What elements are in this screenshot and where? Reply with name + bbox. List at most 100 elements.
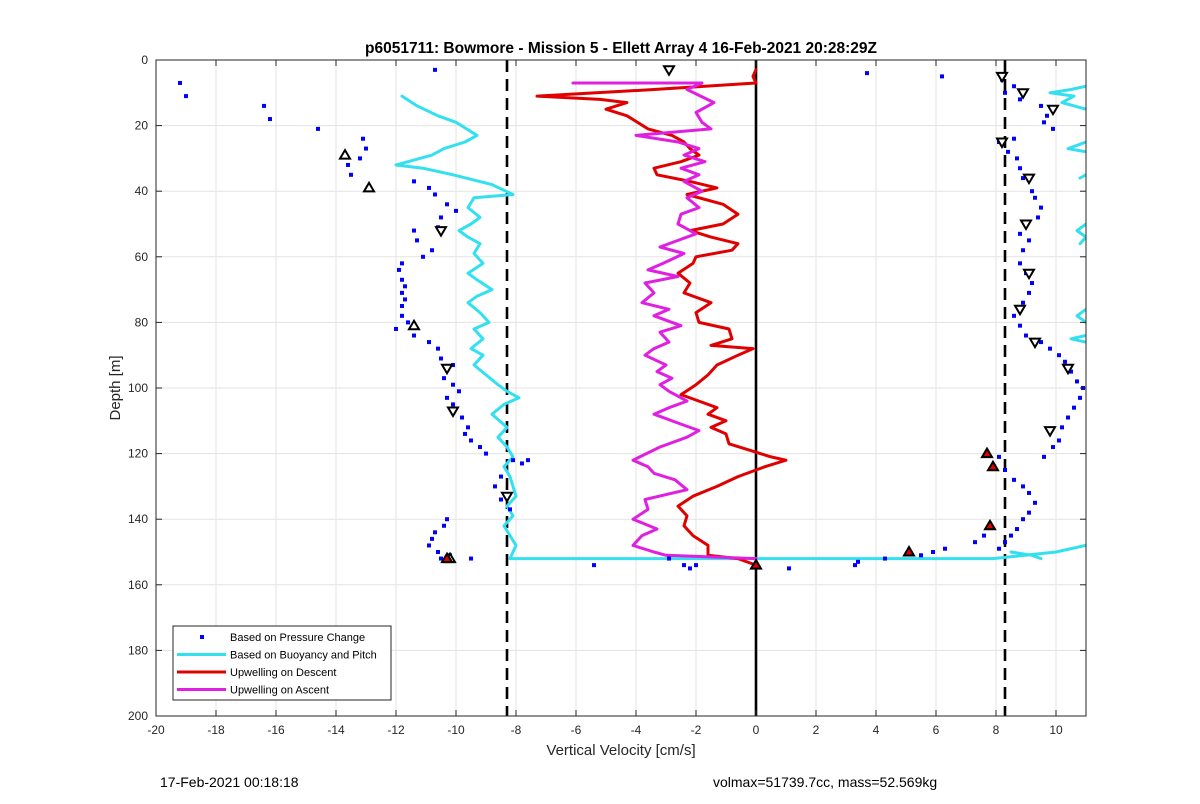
pressure-change-point (427, 185, 431, 190)
triangle-marker (1019, 219, 1033, 231)
pressure-change-point (1027, 490, 1031, 495)
triangle-marker (407, 318, 421, 331)
triangle-marker (995, 137, 1009, 149)
y-tick-label: 200 (128, 709, 148, 723)
pressure-change-point (406, 320, 410, 325)
pressure-change-point (1003, 540, 1007, 545)
chart-title: p6051711: Bowmore - Mission 5 - Ellett A… (365, 40, 878, 57)
pressure-change-point (511, 458, 515, 463)
pressure-change-point (1069, 369, 1073, 374)
x-axis-label: Vertical Velocity [cm/s] (546, 742, 695, 759)
pressure-change-point (463, 431, 467, 436)
pressure-change-point (1072, 405, 1076, 410)
pressure-change-point (982, 533, 986, 538)
pressure-change-point (445, 517, 449, 522)
series-line (1075, 307, 1086, 324)
pressure-change-point (427, 543, 431, 548)
y-tick-label: 140 (128, 512, 148, 526)
pressure-change-point (262, 103, 266, 108)
pressure-change-point (454, 208, 458, 213)
triangle-marker (749, 558, 763, 570)
x-tick-label: 8 (993, 723, 1000, 737)
pressure-change-point (682, 563, 686, 568)
x-tick-label: -16 (267, 723, 285, 737)
pressure-change-point (1033, 500, 1037, 505)
pressure-change-point (400, 277, 404, 282)
pressure-change-point (478, 445, 482, 450)
pressure-change-point (184, 94, 188, 99)
series-line (1075, 222, 1086, 246)
pressure-change-point (1066, 415, 1070, 420)
pressure-change-point (439, 556, 443, 561)
triangle-marker (338, 148, 352, 160)
pressure-change-point (688, 566, 692, 571)
legend-label: Based on Pressure Change (230, 632, 365, 644)
pressure-change-point (361, 136, 365, 141)
legend-label: Upwelling on Ascent (230, 685, 329, 697)
pressure-change-point (433, 192, 437, 197)
pressure-change-point (484, 451, 488, 456)
pressure-change-point (1075, 379, 1079, 384)
pressure-change-point (1078, 395, 1082, 400)
pressure-change-point (883, 556, 887, 561)
pressure-change-point (1042, 454, 1046, 459)
pressure-change-point (1012, 313, 1016, 318)
pressure-change-point (442, 376, 446, 381)
x-tick-label: -18 (207, 723, 225, 737)
pressure-change-point (466, 425, 470, 430)
legend-box (172, 625, 392, 701)
pressure-change-point (493, 484, 497, 489)
triangle-marker (1043, 426, 1057, 438)
y-tick-label: 60 (135, 250, 149, 264)
triangle-marker (500, 491, 514, 504)
series-group (178, 60, 1086, 716)
x-tick-label: 10 (1049, 723, 1063, 737)
y-tick-label: 100 (128, 381, 148, 395)
pressure-change-point (433, 530, 437, 535)
triangle-marker (1013, 304, 1027, 317)
pressure-change-point (1015, 527, 1019, 532)
triangle-marker (1016, 88, 1030, 100)
pressure-change-point (427, 340, 431, 345)
pressure-change-point (1027, 510, 1031, 515)
series-line (535, 68, 788, 567)
y-tick-label: 40 (135, 184, 149, 198)
triangle-marker (440, 363, 454, 376)
pressure-change-point (1024, 333, 1028, 338)
pressure-change-point (403, 297, 407, 302)
x-tick-label: -14 (327, 723, 345, 737)
y-tick-label: 120 (128, 447, 148, 461)
pressure-change-point (436, 346, 440, 351)
pressure-change-point (1018, 261, 1022, 266)
pressure-change-point (919, 553, 923, 558)
pressure-change-point (1039, 340, 1043, 345)
plot-area: -20 -18 -16 -14 -12 -10 -8 -6 -4 -2 0 2 4 6 8 100204060… (128, 53, 1087, 737)
pressure-change-point (460, 415, 464, 420)
legend-label: Based on Buoyancy and Pitch (230, 650, 377, 662)
pressure-change-point (1003, 90, 1007, 95)
pressure-change-point (1006, 149, 1010, 154)
pressure-change-point (1036, 215, 1040, 220)
pressure-change-point (364, 146, 368, 151)
pressure-change-point (865, 71, 869, 76)
pressure-change-point (433, 67, 437, 72)
pressure-change-point (469, 438, 473, 443)
pressure-change-point (421, 254, 425, 259)
pressure-change-point (526, 458, 530, 463)
pressure-change-point (469, 556, 473, 561)
pressure-change-point (451, 402, 455, 407)
footer-timestamp: 17-Feb-2021 00:18:18 (160, 774, 299, 790)
pressure-change-point (1015, 156, 1019, 161)
pressure-change-point (499, 497, 503, 502)
pressure-change-point (1018, 231, 1022, 236)
pressure-change-point (412, 228, 416, 233)
pressure-change-point (1051, 126, 1055, 131)
pressure-change-point (1018, 323, 1022, 328)
pressure-change-point (1021, 517, 1025, 522)
pressure-change-point (853, 563, 857, 568)
series-line (1009, 550, 1043, 561)
pressure-change-point (451, 382, 455, 387)
pressure-change-point (1009, 533, 1013, 538)
pressure-change-point (1021, 176, 1025, 181)
x-tick-label: 6 (933, 723, 940, 737)
